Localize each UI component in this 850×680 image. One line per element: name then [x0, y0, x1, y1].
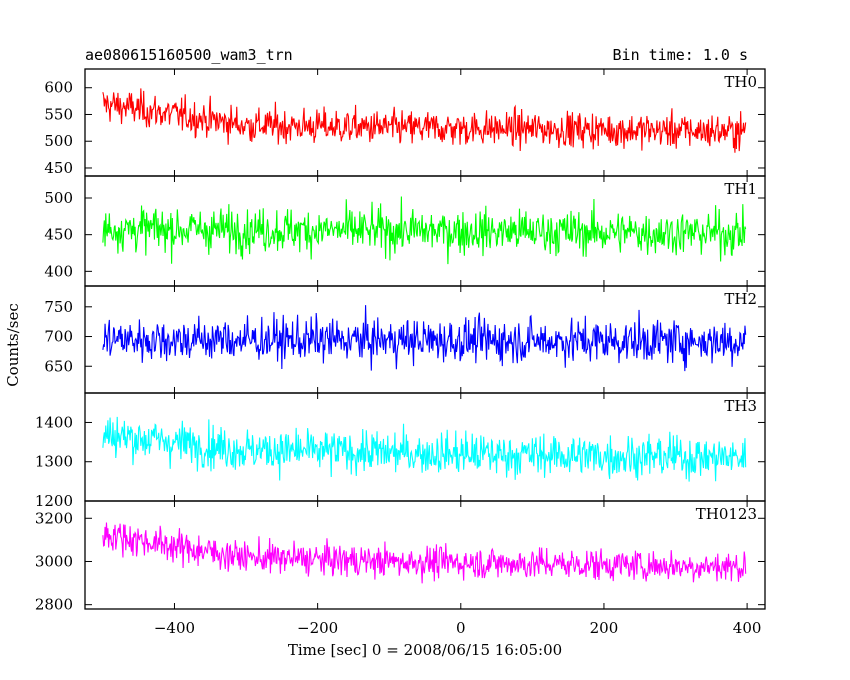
panel-th0: 450 500 550 600 TH0 — [44, 68, 766, 177]
y-tick-label: 3000 — [35, 552, 73, 570]
series-line-th2 — [102, 305, 747, 372]
panel-th1: 400 450 500 TH1 — [44, 175, 766, 287]
series-line-th0 — [102, 88, 747, 153]
y-tick-label: 550 — [44, 105, 73, 123]
x-tick-label: 400 — [733, 619, 762, 637]
chart-title: ae080615160500_wam3_trn — [85, 46, 293, 64]
panel-frame — [84, 500, 766, 610]
y-tick-label: 750 — [44, 298, 73, 316]
y-tick-label: 700 — [44, 328, 73, 346]
y-tick-label: 450 — [44, 159, 73, 177]
y-tick-label: 2800 — [35, 596, 73, 614]
series-line-th3 — [102, 416, 747, 482]
series-line-th1 — [102, 196, 747, 265]
y-tick-label: 650 — [44, 357, 73, 375]
y-tick-label: 500 — [44, 189, 73, 207]
panels-group: 450 500 550 600 TH0 400 450 500 TH1 650 700 750 TH2 1… — [35, 68, 766, 614]
x-tick-label: −200 — [297, 619, 338, 637]
x-axis-label: Time [sec] 0 = 2008/06/15 16:05:00 — [288, 641, 562, 659]
panel-label: TH3 — [724, 397, 757, 415]
y-tick-label: 1200 — [35, 492, 73, 510]
panel-label: TH0 — [724, 73, 757, 91]
x-axis: −400 −200 0 200 400 — [154, 619, 762, 637]
panel-label: TH1 — [724, 180, 757, 198]
y-tick-label: 400 — [44, 262, 73, 280]
y-axis-label: Counts/sec — [4, 303, 22, 387]
panel-label: TH0123 — [696, 505, 757, 523]
x-tick-label: −400 — [154, 619, 195, 637]
x-tick-label: 200 — [590, 619, 619, 637]
bin-time-label: Bin time: 1.0 s — [613, 46, 748, 64]
panel-label: TH2 — [724, 290, 757, 308]
panel-th3: 1200 1300 1400 TH3 — [35, 392, 766, 510]
y-tick-label: 3200 — [35, 509, 73, 527]
y-tick-label: 450 — [44, 226, 73, 244]
series-line-th0123 — [102, 522, 747, 584]
y-tick-label: 1400 — [35, 413, 73, 431]
y-tick-label: 600 — [44, 79, 73, 97]
panel-th2: 650 700 750 TH2 — [44, 285, 766, 394]
y-tick-label: 500 — [44, 132, 73, 150]
x-tick-label: 0 — [456, 619, 466, 637]
y-tick-label: 1300 — [35, 453, 73, 471]
panel-th0123: 2800 3000 3200 TH0123 — [35, 500, 766, 614]
